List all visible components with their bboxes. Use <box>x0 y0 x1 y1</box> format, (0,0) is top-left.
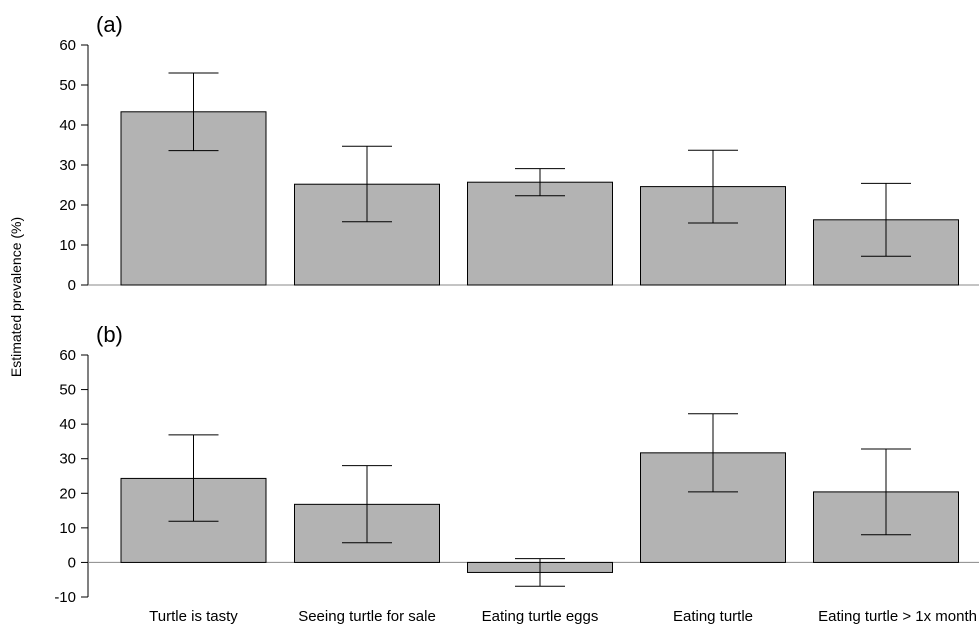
y-tick-label: 60 <box>59 37 76 54</box>
y-tick-label: 0 <box>68 554 76 571</box>
panel-b: (b) -10 0 10 20 30 40 50 60 <box>54 322 979 606</box>
panel-label: (b) <box>96 322 123 347</box>
category-label: Eating turtle <box>673 608 753 625</box>
category-label: Eating turtle > 1x month <box>818 608 977 625</box>
y-tick-label: 60 <box>59 347 76 364</box>
y-tick-label: 20 <box>59 485 76 502</box>
y-tick-label: -10 <box>54 589 76 606</box>
y-axis-title: Estimated prevalence (%) <box>8 217 24 377</box>
y-tick-label: 40 <box>59 117 76 134</box>
bar <box>467 181 613 286</box>
y-tick-label: 0 <box>68 277 76 294</box>
category-label: Turtle is tasty <box>149 608 238 625</box>
y-tick-label: 10 <box>59 237 76 254</box>
y-tick-label: 20 <box>59 197 76 214</box>
y-tick-label: 40 <box>59 416 76 433</box>
panel-a: (a) 0 10 20 30 40 50 60 <box>59 12 979 294</box>
y-tick-label: 30 <box>59 451 76 468</box>
category-label: Eating turtle eggs <box>482 608 599 625</box>
y-tick-label: 50 <box>59 382 76 399</box>
y-tick-label: 30 <box>59 157 76 174</box>
panel-label: (a) <box>96 12 123 37</box>
category-label: Seeing turtle for sale <box>298 608 436 625</box>
y-tick-label: 50 <box>59 77 76 94</box>
panels: (a) 0 10 20 30 40 50 60 (b) -10 0 10 20 30 40 50 60 Turtl… <box>54 12 979 625</box>
y-tick-label: 10 <box>59 520 76 537</box>
